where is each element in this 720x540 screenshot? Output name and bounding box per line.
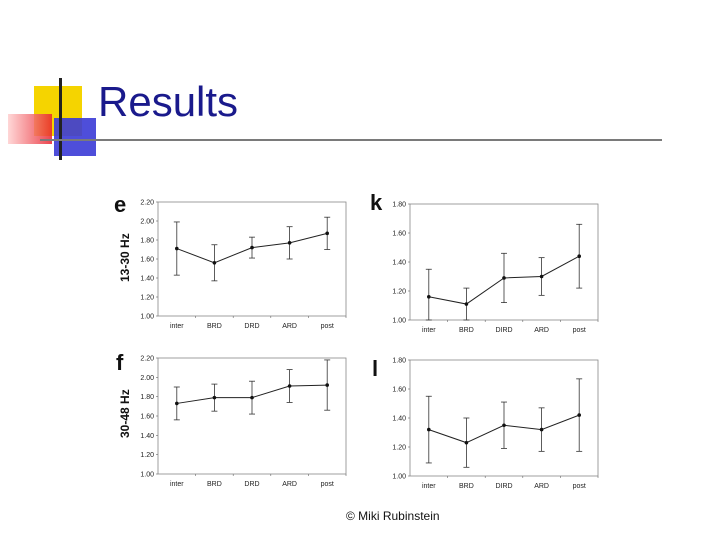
x-tick-label: ARD <box>534 327 549 334</box>
y-tick-label: 2.00 <box>140 375 154 382</box>
data-point <box>250 395 254 400</box>
x-tick-label: inter <box>422 483 436 490</box>
y-tick-label: 1.20 <box>392 289 406 296</box>
x-tick-label: ARD <box>534 483 549 490</box>
y-tick-label: 2.20 <box>140 356 154 363</box>
x-tick-label: DRD <box>244 323 259 330</box>
x-tick-label: BRD <box>207 323 222 330</box>
data-point <box>212 395 217 400</box>
data-point <box>175 401 179 406</box>
y-tick-label: 1.00 <box>392 318 406 325</box>
data-point <box>464 440 469 445</box>
data-point <box>325 383 329 387</box>
data-point <box>539 274 544 279</box>
x-tick-label: inter <box>170 481 184 488</box>
data-point <box>577 413 581 417</box>
y-tick-label: 1.60 <box>392 231 406 238</box>
y-tick-label: 1.40 <box>140 433 154 440</box>
panel-letter-e: e <box>114 192 127 217</box>
chart-f: 1.00 1.20 1.40 1.60 1.80 2.00 2.20 inter BRD DRD A… <box>140 356 347 488</box>
data-point <box>464 302 469 306</box>
y-tick-label: 1.40 <box>140 276 154 283</box>
x-tick-label: BRD <box>459 483 474 490</box>
data-point <box>287 384 292 388</box>
data-point <box>577 254 581 258</box>
data-point <box>427 427 431 432</box>
y-tick-label: 1.40 <box>392 260 406 267</box>
data-point <box>325 231 329 236</box>
data-point <box>287 241 292 245</box>
data-point <box>502 276 506 280</box>
x-tick-label: DRD <box>244 481 259 488</box>
chart-k: 1.00 1.20 1.40 1.60 1.80 inter BRD DIRD ARD post <box>392 202 599 334</box>
panel-letter-f: f <box>116 350 124 375</box>
panel-letter-k: k <box>370 190 383 215</box>
data-point <box>175 246 179 251</box>
x-tick-label: DIRD <box>495 327 512 334</box>
x-tick-label: post <box>321 323 334 330</box>
y-tick-label: 1.60 <box>140 257 154 264</box>
y-tick-label: 1.20 <box>140 295 154 302</box>
y-tick-label: 1.00 <box>140 314 154 321</box>
x-tick-label: inter <box>170 323 184 330</box>
deco-vertical-line <box>59 78 62 160</box>
x-tick-label: inter <box>422 327 436 334</box>
data-point <box>212 261 217 265</box>
slide-title: Results <box>98 78 239 125</box>
title-underline <box>40 139 662 141</box>
y-tick-label: 2.20 <box>140 200 154 207</box>
panel-letter-l: l <box>372 356 379 381</box>
plot-frame <box>157 201 347 317</box>
y-tick-label: 1.20 <box>392 445 406 452</box>
y-tick-label: 1.20 <box>140 452 154 459</box>
x-tick-label: post <box>321 481 334 488</box>
y-tick-label: 1.60 <box>140 414 154 421</box>
y-tick-label: 1.00 <box>140 472 154 479</box>
y-tick-label: 1.80 <box>140 238 154 245</box>
data-point <box>250 245 254 250</box>
y-tick-label: 1.40 <box>392 416 406 423</box>
y-tick-label: 1.60 <box>392 387 406 394</box>
x-tick-label: DIRD <box>495 483 512 490</box>
footer-copyright: © Miki Rubinstein <box>346 509 440 523</box>
y-tick-label: 2.00 <box>140 219 154 226</box>
data-point <box>539 427 544 432</box>
chart-l: 1.00 1.20 1.40 1.60 1.80 inter BRD DIRD ARD post <box>392 358 599 490</box>
y-tick-label: 1.80 <box>392 358 406 365</box>
x-tick-label: post <box>573 327 586 334</box>
x-tick-label: post <box>573 483 586 490</box>
y-tick-label: 1.00 <box>392 474 406 481</box>
y-tick-label: 1.80 <box>392 202 406 209</box>
chart-e: 1.00 1.20 1.40 1.60 1.80 2.00 2.20 inter BRD DRD A… <box>140 200 347 330</box>
plot-frame <box>157 357 347 475</box>
y-tick-label: 1.80 <box>140 394 154 401</box>
x-tick-label: ARD <box>282 323 297 330</box>
x-tick-label: BRD <box>207 481 222 488</box>
data-point <box>502 423 506 428</box>
x-tick-label: BRD <box>459 327 474 334</box>
data-point <box>427 295 431 299</box>
x-tick-label: ARD <box>282 481 297 488</box>
